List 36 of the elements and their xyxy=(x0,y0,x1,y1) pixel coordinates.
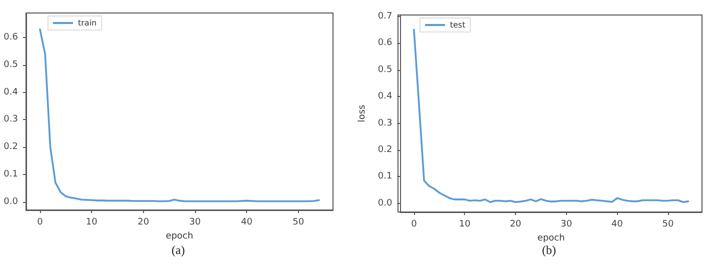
y-axis-title: loss xyxy=(358,104,368,122)
legend-label: train xyxy=(78,18,97,28)
x-tick-label: 10 xyxy=(86,218,98,228)
y-tick-label: 0.7 xyxy=(378,11,392,22)
y-tick-label: 0.0 xyxy=(4,196,18,207)
y-tick-label: 0.3 xyxy=(4,114,18,125)
y-tick-label: 0.1 xyxy=(4,169,18,180)
y-tick-label: 0.5 xyxy=(378,64,392,75)
y-tick-label: 0.5 xyxy=(4,60,18,70)
line-series xyxy=(413,28,690,204)
text: (a) xyxy=(172,243,185,257)
x-tick-label: 40 xyxy=(611,220,624,230)
text: (b) xyxy=(542,243,556,257)
y-tick-label: 0.6 xyxy=(378,38,392,48)
x-tick-label: 40 xyxy=(240,218,253,228)
y-tick-label: 0.2 xyxy=(378,144,392,155)
x-tick-label: 20 xyxy=(138,218,150,228)
x-tick-label: 20 xyxy=(510,220,522,230)
x-tick-label: 10 xyxy=(459,220,471,230)
x-tick-label: 0 xyxy=(411,220,418,230)
x-axis-title: epoch xyxy=(166,231,194,242)
x-tick-label: 0 xyxy=(37,218,44,228)
x-tick-label: 30 xyxy=(189,218,202,228)
line-series xyxy=(39,28,320,202)
x-tick-label: 30 xyxy=(560,220,572,230)
y-tick-label: 0.4 xyxy=(378,92,392,102)
y-tick-label: 0.3 xyxy=(378,118,392,128)
y-tick-label: 0.0 xyxy=(378,198,392,208)
y-tick-label: 0.4 xyxy=(4,87,18,98)
y-tick-label: 0.2 xyxy=(4,142,18,152)
x-axis-title: epoch xyxy=(537,233,565,244)
legend-label: test xyxy=(450,20,466,30)
x-tick-label: 50 xyxy=(292,218,304,228)
y-tick-label: 0.1 xyxy=(378,172,392,182)
x-tick-label: 50 xyxy=(662,220,674,230)
y-tick-label: 0.6 xyxy=(4,32,18,43)
